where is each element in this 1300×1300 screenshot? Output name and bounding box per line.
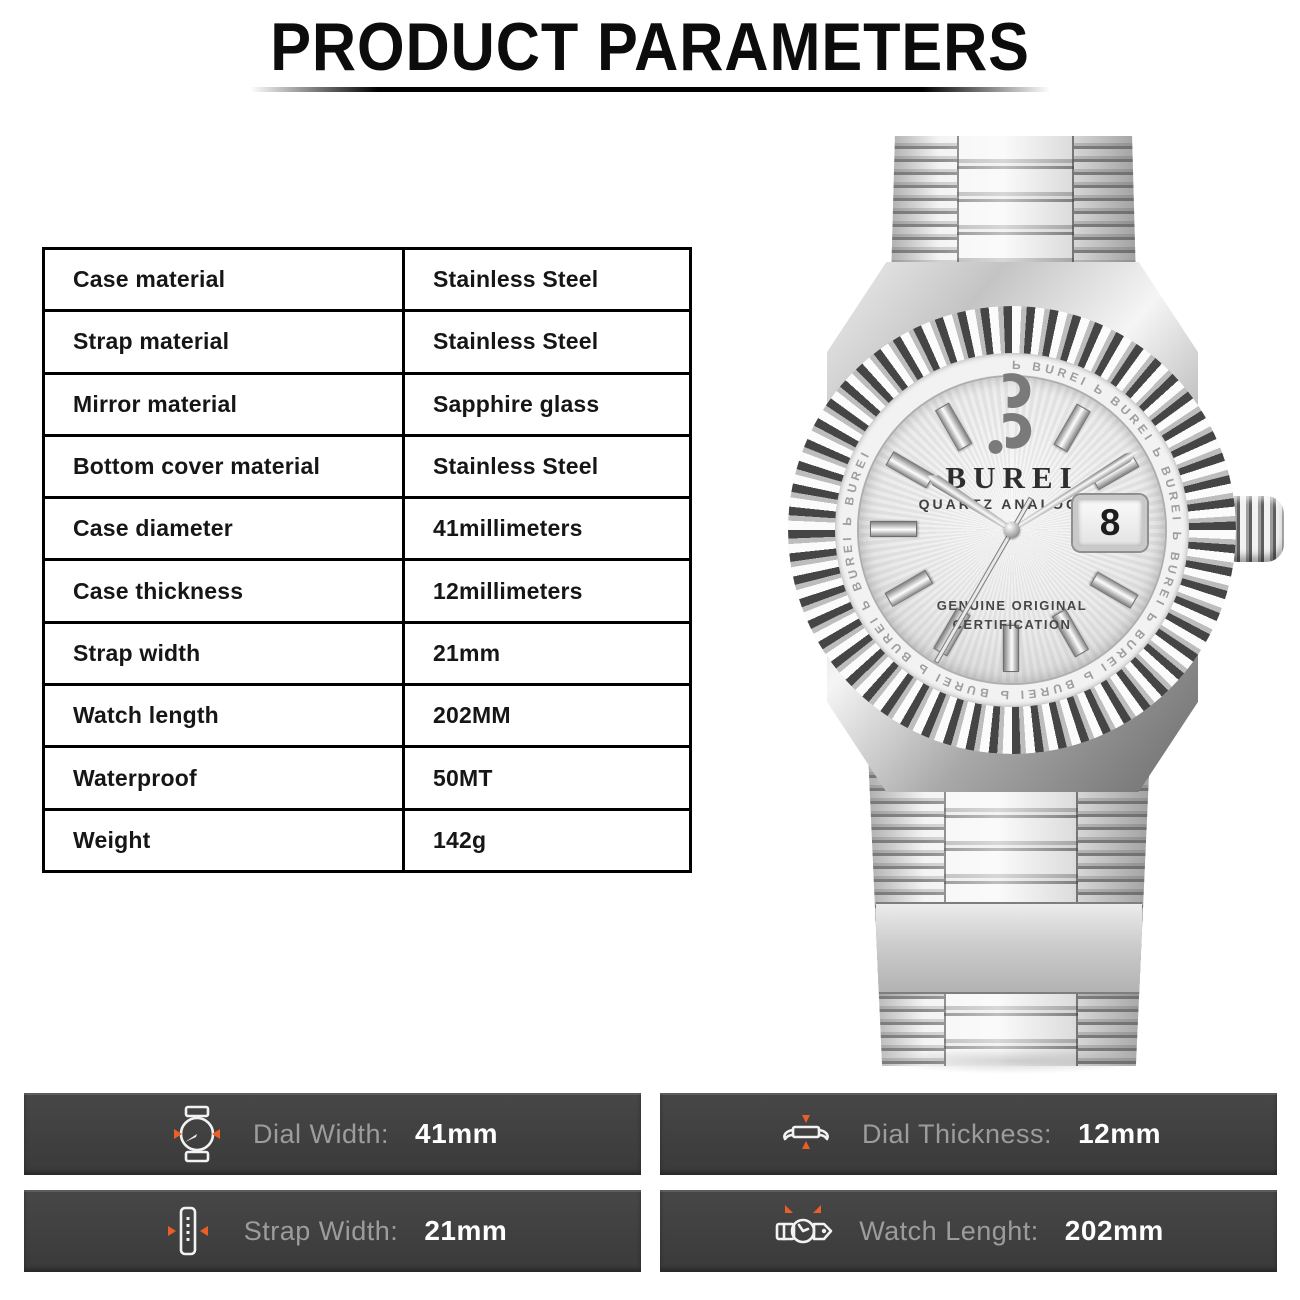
bracelet-bottom (868, 752, 1150, 1066)
dial-cert-line2: CERTIFICATION (952, 617, 1072, 632)
table-row: Case thickness 12millimeters (42, 558, 692, 624)
dial-thickness-icon (783, 1115, 829, 1149)
spec-value-cell: 50MT (402, 745, 692, 811)
spec-label-cell: Case diameter (42, 496, 405, 562)
spec-bar-value: 202mm (1064, 1215, 1164, 1246)
dial-width-bar: Dial Width: 41mm (24, 1093, 641, 1175)
date-window: 8 (1073, 495, 1147, 551)
spec-value-cell: 21mm (402, 620, 692, 687)
table-row: Case material Stainless Steel (42, 246, 692, 313)
dial-cert-line1: GENUINE ORIGINAL (936, 598, 1088, 613)
spec-label-cell: Case thickness (42, 558, 405, 624)
spec-label-cell: Bottom cover material (42, 433, 405, 500)
header: PRODUCT PARAMETERS (0, 9, 1300, 85)
spec-table: Case material Stainless Steel Strap mate… (42, 246, 692, 874)
spec-value-cell: 202MM (402, 683, 692, 749)
spec-bar-label: Dial Width: (253, 1118, 390, 1149)
spec-value-cell: Stainless Steel (402, 309, 692, 375)
spec-bar-label: Strap Width: (243, 1215, 399, 1246)
center-cap (1004, 522, 1020, 538)
table-row: Bottom cover material Stainless Steel (42, 433, 692, 500)
watch-length-bar: Watch Lenght: 202mm (660, 1190, 1277, 1272)
spec-value-cell: 142g (402, 807, 692, 874)
dial-width-icon (174, 1105, 221, 1163)
date-value: 8 (1099, 502, 1121, 543)
watch-photo: Ь BUREI Ь BUREI Ь BUREI Ь BUREI Ь BUREI … (760, 130, 1300, 1075)
spec-label-cell: Case material (42, 246, 405, 313)
spec-value-cell: 12millimeters (402, 558, 692, 624)
spec-bar-value: 12mm (1078, 1118, 1161, 1149)
burei-logo-icon (988, 373, 1032, 454)
spec-value-cell: Stainless Steel (402, 433, 692, 500)
bracelet-clasp (876, 902, 1142, 994)
spec-value-cell: Sapphire glass (402, 371, 692, 437)
spec-bar-value: 41mm (415, 1118, 498, 1149)
spec-label-cell: Strap material (42, 309, 405, 375)
spec-label-cell: Waterproof (42, 745, 405, 811)
spec-label-cell: Mirror material (42, 371, 405, 437)
table-row: Mirror material Sapphire glass (42, 371, 692, 437)
watch-length-icon (775, 1205, 833, 1244)
spec-value-cell: Stainless Steel (402, 246, 692, 313)
strap-width-icon (167, 1206, 208, 1256)
table-row: Waterproof 50MT (42, 745, 692, 811)
watch-shadow (880, 1048, 1145, 1074)
spec-label-cell: Watch length (42, 683, 405, 749)
spec-label-cell: Strap width (42, 620, 405, 687)
spec-label-cell: Weight (42, 807, 405, 874)
table-row: Strap material Stainless Steel (42, 309, 692, 375)
watch-crown (1228, 496, 1284, 562)
spec-bar-label: Watch Lenght: (859, 1215, 1039, 1246)
spec-bar-value: 21mm (424, 1215, 508, 1246)
strap-width-bar: Strap Width: 21mm (24, 1190, 641, 1272)
table-row: Strap width 21mm (42, 620, 692, 687)
table-row: Watch length 202MM (42, 683, 692, 749)
page-title: PRODUCT PARAMETERS (270, 9, 1030, 85)
spec-bar-label: Dial Thickness: (861, 1118, 1053, 1149)
dial-brand-text: BUREI (945, 460, 1079, 495)
title-underline (250, 87, 1050, 92)
table-row: Case diameter 41millimeters (42, 496, 692, 562)
table-row: Weight 142g (42, 807, 692, 874)
dial-thickness-bar: Dial Thickness: 12mm (660, 1093, 1277, 1175)
spec-value-cell: 41millimeters (402, 496, 692, 562)
